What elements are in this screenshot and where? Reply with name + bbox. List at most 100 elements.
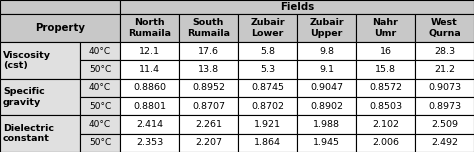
Text: 40°C: 40°C [89, 47, 111, 56]
Bar [356, 115, 415, 134]
Text: 1.945: 1.945 [313, 138, 340, 147]
Text: 0.8707: 0.8707 [192, 102, 225, 111]
Text: Zubair
Lower: Zubair Lower [250, 18, 285, 38]
Bar [415, 60, 474, 79]
Text: 17.6: 17.6 [198, 47, 219, 56]
Bar [415, 42, 474, 60]
Bar [356, 97, 415, 115]
Text: 0.8952: 0.8952 [192, 83, 225, 92]
Text: Viscosity
(cst): Viscosity (cst) [3, 51, 51, 70]
Bar [120, 79, 179, 97]
Text: 21.2: 21.2 [434, 65, 455, 74]
Text: 9.1: 9.1 [319, 65, 334, 74]
Bar [415, 79, 474, 97]
Bar [120, 115, 179, 134]
Bar [80, 60, 120, 79]
Text: 0.8503: 0.8503 [369, 102, 402, 111]
Text: 0.8973: 0.8973 [428, 102, 461, 111]
Bar [356, 60, 415, 79]
Text: 12.1: 12.1 [139, 47, 160, 56]
Text: 50°C: 50°C [89, 65, 111, 74]
Bar [80, 97, 120, 115]
Text: West
Qurna: West Qurna [428, 18, 461, 38]
Text: 50°C: 50°C [89, 102, 111, 111]
Bar [0, 0, 120, 14]
Bar [179, 134, 238, 152]
Text: 5.8: 5.8 [260, 47, 275, 56]
Bar [238, 60, 297, 79]
Bar [415, 115, 474, 134]
Text: 50°C: 50°C [89, 138, 111, 147]
Bar [120, 42, 179, 60]
Bar [120, 134, 179, 152]
Text: Zubair
Upper: Zubair Upper [309, 18, 344, 38]
Bar [80, 115, 120, 134]
Bar [120, 0, 474, 14]
Text: Fields: Fields [280, 2, 314, 12]
Bar [297, 42, 356, 60]
Bar [179, 115, 238, 134]
Text: 1.988: 1.988 [313, 120, 340, 129]
Text: 1.864: 1.864 [254, 138, 281, 147]
Bar [238, 14, 297, 42]
Bar [297, 79, 356, 97]
Bar [297, 134, 356, 152]
Text: 0.8745: 0.8745 [251, 83, 284, 92]
Text: 40°C: 40°C [89, 120, 111, 129]
Bar [297, 60, 356, 79]
Text: Dielectric
constant: Dielectric constant [3, 124, 54, 143]
Bar [120, 14, 179, 42]
Text: 2.492: 2.492 [431, 138, 458, 147]
Text: 2.353: 2.353 [136, 138, 163, 147]
Bar [356, 14, 415, 42]
Text: South
Rumaila: South Rumaila [187, 18, 230, 38]
Text: 11.4: 11.4 [139, 65, 160, 74]
Text: 1.921: 1.921 [254, 120, 281, 129]
Bar [238, 115, 297, 134]
Text: 0.8702: 0.8702 [251, 102, 284, 111]
Bar [297, 14, 356, 42]
Bar [179, 97, 238, 115]
Bar [0, 79, 80, 115]
Text: Nahr
Umr: Nahr Umr [373, 18, 399, 38]
Bar [238, 134, 297, 152]
Bar [0, 14, 120, 42]
Bar [238, 79, 297, 97]
Text: 28.3: 28.3 [434, 47, 455, 56]
Text: 0.9073: 0.9073 [428, 83, 461, 92]
Bar [356, 79, 415, 97]
Bar [415, 134, 474, 152]
Bar [179, 60, 238, 79]
Text: 2.207: 2.207 [195, 138, 222, 147]
Text: 0.8902: 0.8902 [310, 102, 343, 111]
Bar [415, 97, 474, 115]
Text: 2.006: 2.006 [372, 138, 399, 147]
Bar [0, 42, 80, 79]
Text: 5.3: 5.3 [260, 65, 275, 74]
Text: 0.9047: 0.9047 [310, 83, 343, 92]
Bar [179, 14, 238, 42]
Bar [0, 115, 80, 152]
Bar [120, 97, 179, 115]
Bar [356, 42, 415, 60]
Text: 0.8572: 0.8572 [369, 83, 402, 92]
Text: 13.8: 13.8 [198, 65, 219, 74]
Bar [120, 60, 179, 79]
Text: 0.8801: 0.8801 [133, 102, 166, 111]
Text: Specific
gravity: Specific gravity [3, 87, 45, 107]
Bar [238, 42, 297, 60]
Text: 2.102: 2.102 [372, 120, 399, 129]
Text: Property: Property [35, 23, 85, 33]
Text: North
Rumaila: North Rumaila [128, 18, 171, 38]
Bar [356, 134, 415, 152]
Text: 40°C: 40°C [89, 83, 111, 92]
Bar [80, 134, 120, 152]
Bar [80, 42, 120, 60]
Text: 2.509: 2.509 [431, 120, 458, 129]
Bar [80, 79, 120, 97]
Text: 2.261: 2.261 [195, 120, 222, 129]
Text: 2.414: 2.414 [136, 120, 163, 129]
Text: 16: 16 [380, 47, 392, 56]
Bar [297, 115, 356, 134]
Bar [297, 97, 356, 115]
